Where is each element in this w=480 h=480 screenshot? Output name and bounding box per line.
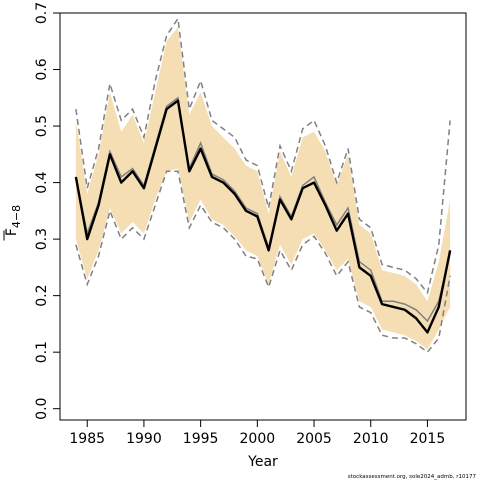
y-tick-label: 0.2 — [34, 285, 50, 307]
x-tick-label: 2015 — [410, 431, 446, 447]
x-tick-label: 2000 — [240, 431, 276, 447]
credit-text: stockassessment.org, sole2024_admb, r101… — [348, 474, 477, 480]
y-tick-label: 0.3 — [34, 228, 50, 250]
upper-dashed-line — [75, 16, 451, 295]
y-tick-label: 0.5 — [34, 115, 50, 137]
y-axis-label-main: F — [4, 228, 20, 236]
y-tick-label: 0.7 — [34, 2, 50, 24]
x-axis-label: Year — [247, 454, 278, 470]
y-tick-label: 0.1 — [34, 341, 50, 363]
plot-frame — [59, 12, 467, 421]
y-tick-label: 0.4 — [34, 171, 50, 193]
y-axis-label-subscript: 4−8 — [10, 205, 23, 228]
x-tick-label: 1985 — [69, 431, 105, 447]
x-tick-label: 1990 — [126, 431, 162, 447]
plot-area — [74, 16, 452, 354]
svg-text:F4−8: F4−8 — [4, 205, 23, 236]
x-tick-label: 2005 — [296, 431, 332, 447]
f-estimate-line — [74, 99, 452, 334]
y-axis-label: F4−8 — [3, 205, 23, 241]
x-axis: 1985 1990 1995 2000 2005 2010 2015 — [69, 420, 445, 447]
y-axis: 0.0 0.1 0.2 0.3 0.4 0.5 0.6 0.7 — [34, 2, 60, 420]
y-tick-label: 0.0 — [34, 398, 50, 420]
lower-dashed-line — [75, 170, 451, 354]
x-tick-label: 1995 — [183, 431, 219, 447]
x-tick-label: 2010 — [353, 431, 389, 447]
y-tick-label: 0.6 — [34, 58, 50, 80]
